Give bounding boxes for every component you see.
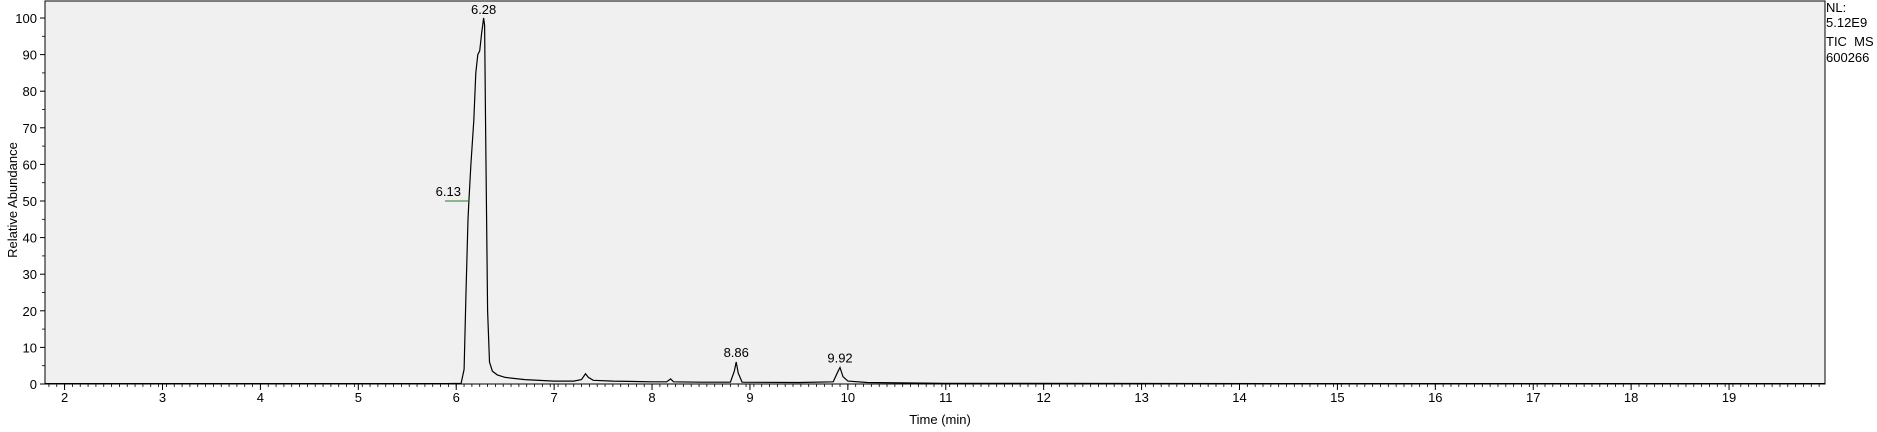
y-axis: 0 10 20 30 40 50 60 70 80 90 100 — [15, 11, 45, 392]
x-tick-label: 18 — [1624, 390, 1638, 405]
x-tick-label: 17 — [1526, 390, 1540, 405]
x-tick-label: 15 — [1330, 390, 1344, 405]
y-tick-label: 90 — [23, 48, 37, 63]
peak-label: 9.92 — [827, 351, 852, 366]
y-tick-label: 50 — [23, 194, 37, 209]
x-tick-label: 9 — [746, 390, 753, 405]
x-tick-label: 5 — [355, 390, 362, 405]
sample-id: 600266 — [1826, 50, 1870, 65]
x-tick-label: 2 — [61, 390, 68, 405]
x-tick-label: 14 — [1232, 390, 1246, 405]
x-tick-label: 10 — [841, 390, 855, 405]
y-tick-label: 70 — [23, 121, 37, 136]
x-tick-label: 3 — [159, 390, 166, 405]
y-tick-label: 100 — [15, 11, 37, 26]
x-tick-label: 7 — [551, 390, 558, 405]
x-tick-label: 6 — [453, 390, 460, 405]
peak-label: 6.28 — [471, 2, 496, 17]
x-tick-label: 16 — [1428, 390, 1442, 405]
x-tick-label: 4 — [257, 390, 264, 405]
x-axis: 2 3 4 5 6 7 8 9 10 11 12 13 14 15 16 17 18 19 — [61, 384, 1736, 405]
y-tick-label: 60 — [23, 157, 37, 172]
peak-labels: 6.28 6.13 8.86 9.92 — [436, 2, 853, 366]
plot-background — [44, 0, 1826, 385]
trace-type: TIC MS — [1826, 34, 1874, 49]
y-tick-label: 10 — [23, 340, 37, 355]
nl-value: 5.12E9 — [1826, 15, 1868, 30]
y-axis-title: Relative Abundance — [5, 142, 20, 258]
x-tick-label: 8 — [648, 390, 655, 405]
peak-label: 6.13 — [436, 184, 461, 199]
y-tick-label: 80 — [23, 84, 37, 99]
x-tick-label: 19 — [1722, 390, 1736, 405]
x-axis-title: Time (min) — [909, 412, 971, 427]
y-tick-label: 30 — [23, 267, 37, 282]
y-tick-label: 20 — [23, 304, 37, 319]
nl-label: NL: — [1826, 0, 1847, 15]
y-tick-label: 0 — [30, 377, 37, 392]
x-tick-label: 13 — [1134, 390, 1148, 405]
tic-trace-line — [45, 17, 1825, 385]
x-tick-label: 11 — [939, 390, 953, 405]
y-tick-label: 40 — [23, 231, 37, 246]
peak-label: 8.86 — [724, 345, 749, 360]
x-tick-label: 12 — [1036, 390, 1050, 405]
